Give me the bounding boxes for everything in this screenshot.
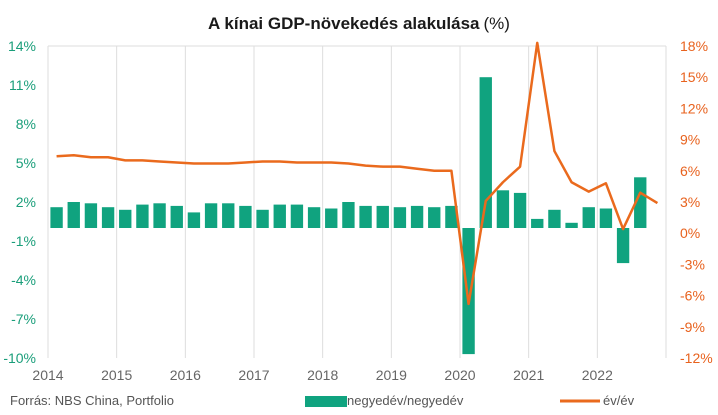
bar-2019-Q2 [410,205,424,228]
bar-2015-Q1 [119,209,132,228]
x-tick-label: 2014 [32,367,63,383]
bar-2022-Q1 [599,208,613,228]
bar-2017-Q3 [290,204,304,228]
right-tick-label: -12% [680,350,713,366]
right-tick-label: 15% [680,69,708,85]
bar-2014-Q4 [101,207,115,228]
x-tick-label: 2019 [376,367,407,383]
line-series-yoy [56,41,659,306]
bar-2020-Q3 [496,190,510,228]
left-tick-label: 2% [16,194,36,210]
bar-2022-Q2 [616,228,630,264]
legend-line-label: év/év [603,393,635,408]
chart-title: A kínai GDP-növekedés alakulása (%) [208,14,510,33]
bar-2020-Q4 [513,192,527,228]
left-tick-label: 14% [8,38,36,54]
right-tick-label: 9% [680,132,700,148]
grid-lines [47,45,667,358]
left-tick-label: 8% [16,116,36,132]
bar-2015-Q4 [170,205,183,228]
legend-bar-label: negyedév/negyedév [347,393,464,408]
x-tick-label: 2022 [582,367,613,383]
bar-2019-Q4 [445,205,458,228]
left-tick-label: -10% [3,350,36,366]
bar-2021-Q3 [565,222,578,228]
bar-2016-Q2 [204,203,218,228]
bar-2021-Q1 [531,218,544,228]
x-tick-label: 2016 [170,367,201,383]
bar-2022-Q3 [634,177,647,228]
legend-bar-swatch [305,396,347,407]
bar-2018-Q2 [342,202,355,228]
bar-2016-Q1 [187,212,201,228]
right-tick-label: 3% [680,194,700,210]
legend: negyedév/negyedév év/év [305,393,635,408]
bar-2015-Q2 [136,204,149,228]
right-tick-label: 18% [680,38,708,54]
left-tick-label: 11% [9,77,36,93]
x-tick-label: 2015 [101,367,132,383]
x-axis-ticks: 2014 2015 2016 2017 2018 2019 2020 2021 2022 [32,367,613,383]
bar-2014-Q3 [84,203,98,228]
bar-2015-Q3 [153,203,166,228]
right-tick-label: 12% [680,100,708,116]
bar-2018-Q3 [359,205,372,228]
bar-2016-Q3 [222,203,235,228]
right-axis-ticks: 18% 15% 12% 9% 6% 3% 0% -3% -6% -9% -12% [680,38,713,366]
bar-2020-Q2 [479,77,492,228]
bar-2017-Q4 [307,207,321,228]
left-axis-ticks: 14% 11% 8% 5% 2% -1% -4% -7% -10% [3,38,36,366]
x-tick-label: 2017 [238,367,269,383]
x-tick-label: 2020 [444,367,475,383]
bar-2018-Q1 [325,208,338,228]
bar-2019-Q1 [393,207,407,228]
right-tick-label: 6% [680,163,700,179]
source-note: Forrás: NBS China, Portfolio [10,393,174,408]
bar-2017-Q2 [273,204,286,228]
bar-2018-Q4 [376,205,389,228]
x-tick-label: 2018 [307,367,338,383]
bar-2016-Q4 [239,205,252,228]
bar-2019-Q3 [428,207,441,228]
right-tick-label: 0% [680,225,700,241]
right-tick-label: -6% [680,288,705,304]
right-tick-label: -9% [680,319,705,335]
right-tick-label: -3% [680,256,705,272]
bar-2021-Q2 [548,209,561,228]
left-tick-label: 5% [16,155,36,171]
bar-2017-Q1 [256,209,269,228]
bar-2021-Q4 [582,207,595,228]
bar-2020-Q1 [462,228,475,355]
left-tick-label: -7% [11,311,36,327]
left-tick-label: -4% [11,272,36,288]
bar-series [50,77,647,355]
bar-2014-Q2 [67,202,80,228]
line-series [56,41,659,306]
x-tick-label: 2021 [513,367,544,383]
left-tick-label: -1% [11,233,36,249]
bar-2014-Q1 [50,207,63,228]
